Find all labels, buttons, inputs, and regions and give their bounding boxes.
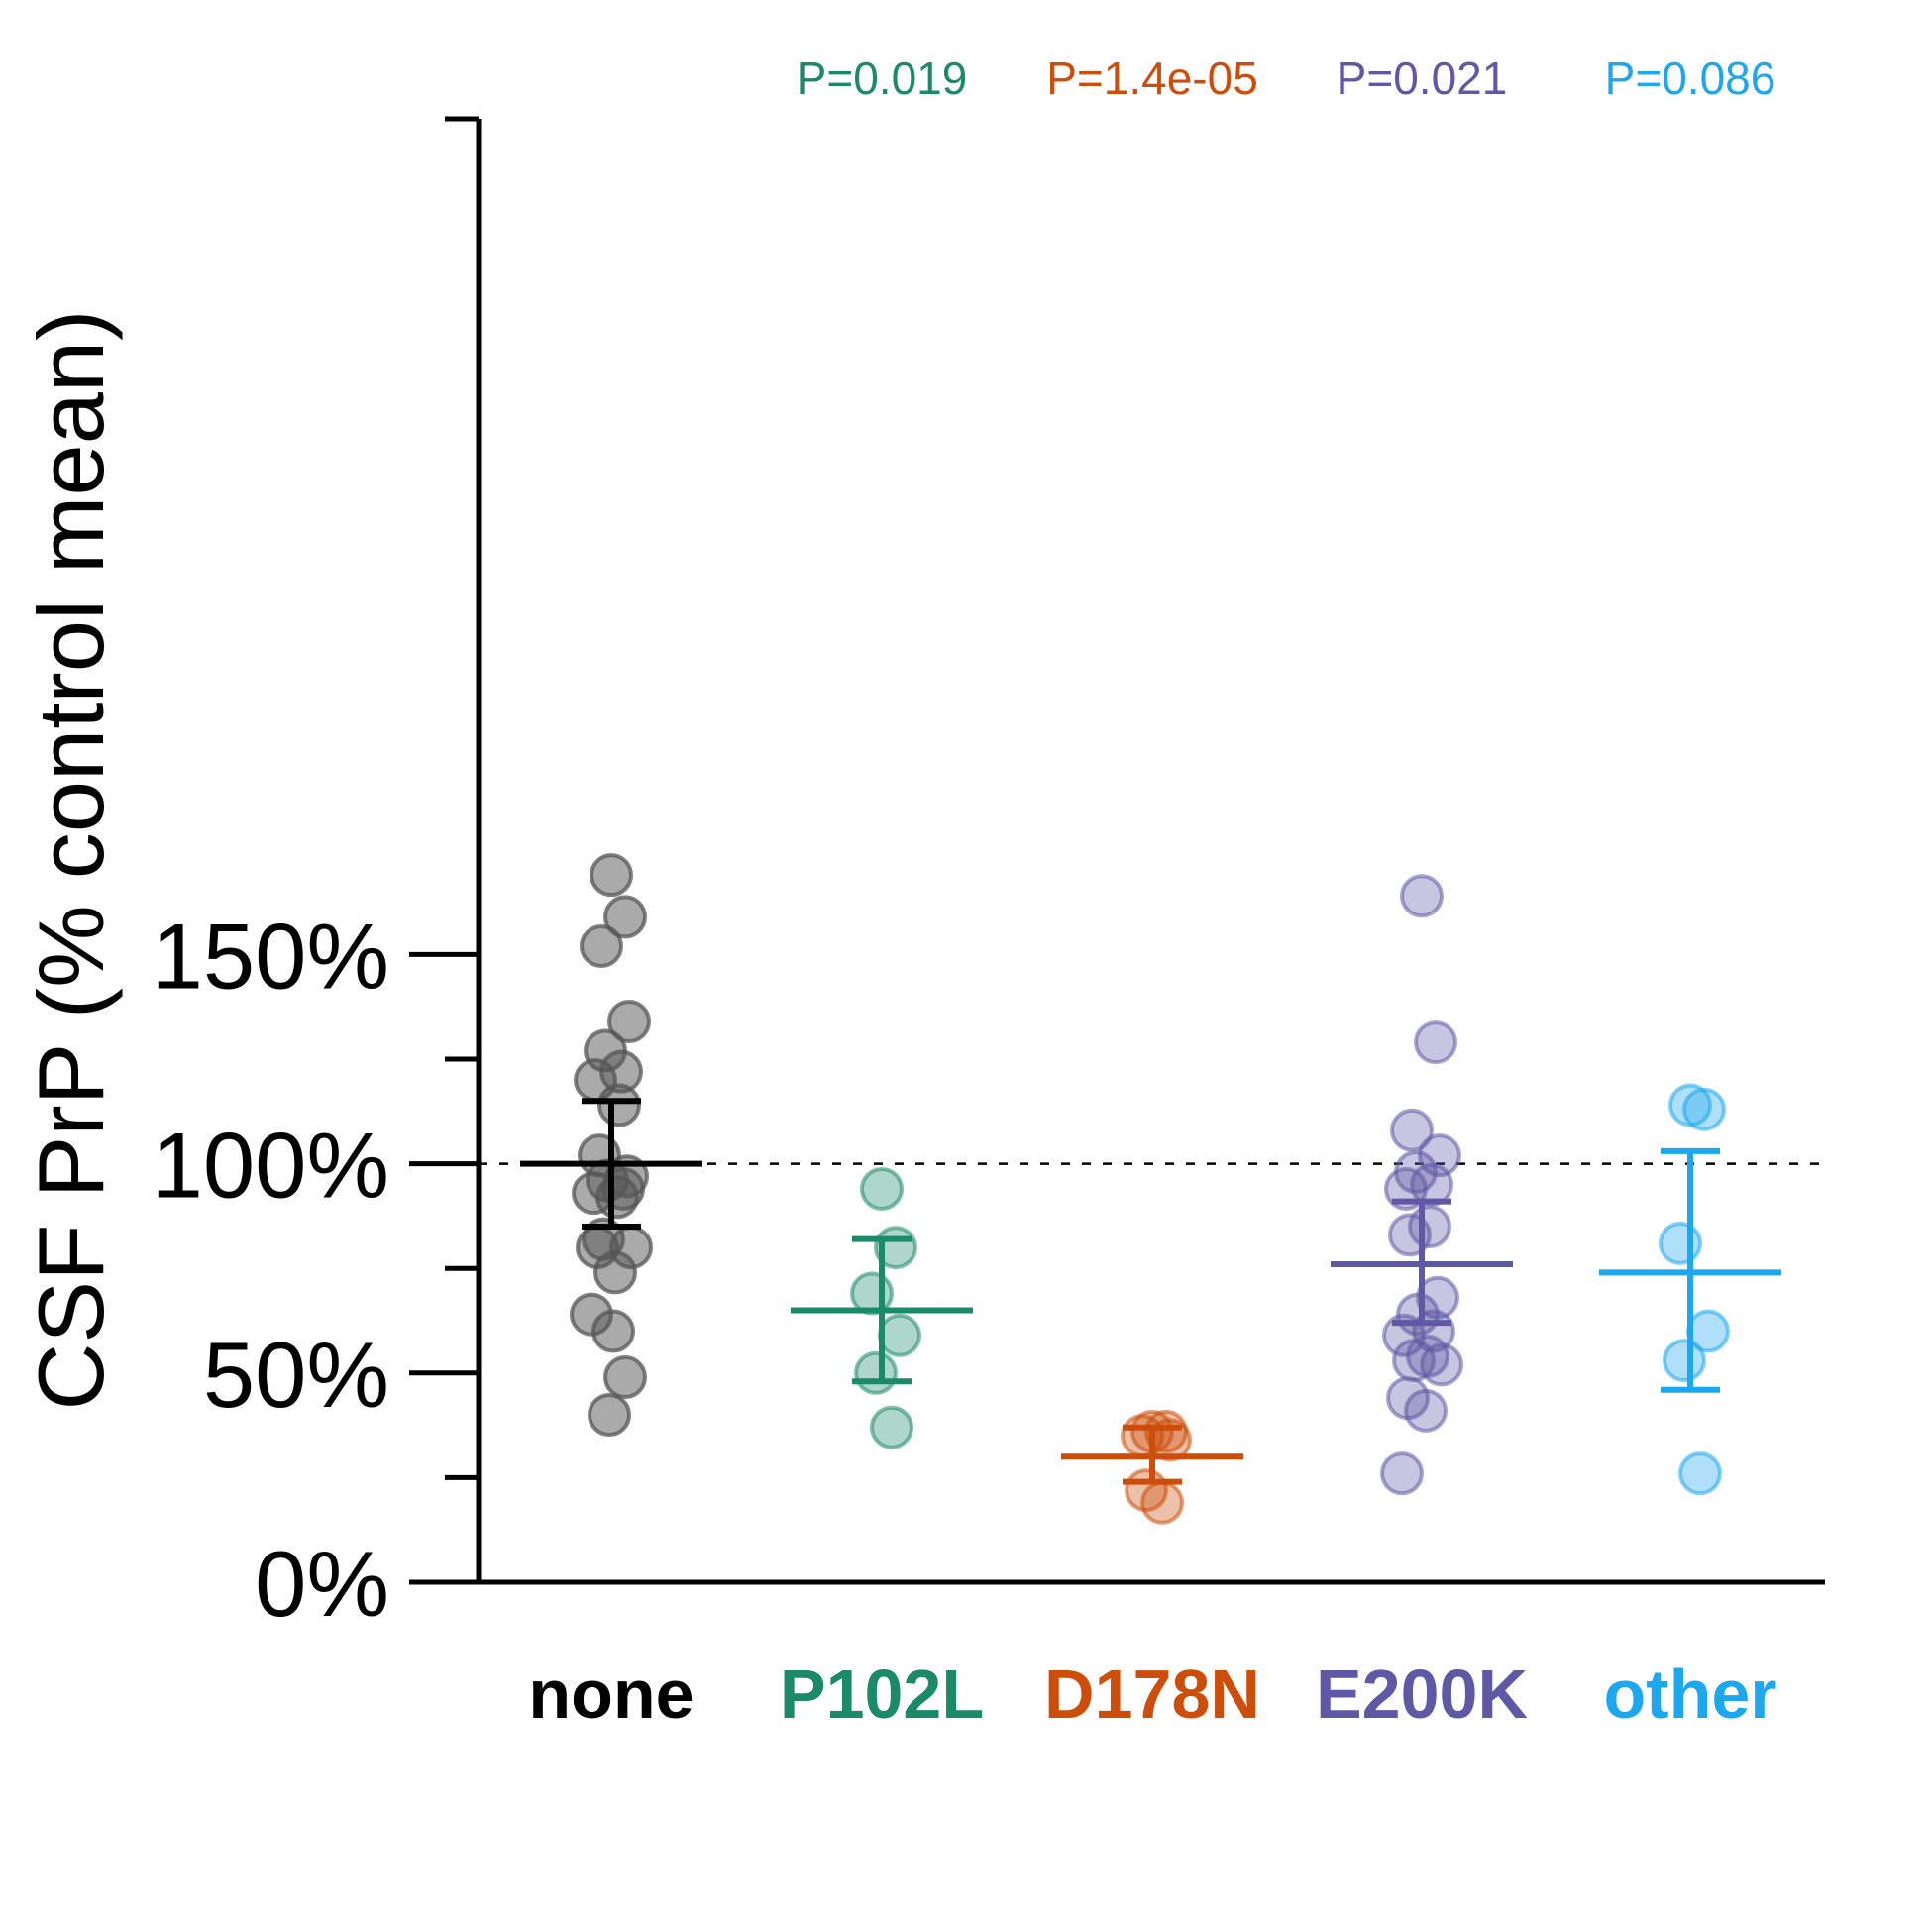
point-none	[591, 1309, 635, 1353]
point-e200k	[1400, 874, 1444, 918]
axes: 0% 50% 100% 150%	[152, 116, 1825, 1636]
p-value-e200k: P=0.021	[1337, 53, 1508, 104]
point-other	[1678, 1451, 1722, 1496]
point-p102l	[870, 1405, 913, 1449]
point-p102l	[860, 1166, 904, 1211]
point-none	[595, 1175, 639, 1220]
point-e200k	[1404, 1388, 1448, 1433]
category-label-e200k: E200K	[1316, 1656, 1528, 1733]
point-none	[603, 895, 647, 939]
y-tick-label: 50%	[203, 1323, 389, 1427]
y-tick-label: 150%	[152, 904, 389, 1008]
points-group	[570, 853, 1730, 1525]
point-none	[597, 1083, 641, 1127]
point-other	[1663, 1339, 1706, 1383]
y-tick-label: 0%	[255, 1532, 389, 1636]
point-e200k	[1414, 1020, 1457, 1065]
point-e200k	[1420, 1342, 1463, 1387]
p-value-d178n: P=1.4e-05	[1046, 53, 1258, 104]
point-none	[603, 1355, 647, 1400]
point-p102l	[854, 1350, 898, 1395]
point-other	[1682, 1087, 1726, 1131]
point-none	[593, 1250, 637, 1295]
point-none	[590, 853, 633, 898]
point-other	[1659, 1221, 1702, 1265]
y-tick-label: 100%	[152, 1114, 389, 1218]
error-bars-group	[520, 1098, 1781, 1485]
point-d178n	[1140, 1480, 1184, 1525]
category-label-none: none	[528, 1656, 694, 1733]
p-value-other: P=0.086	[1605, 53, 1776, 104]
category-label-other: other	[1604, 1656, 1777, 1733]
point-none	[607, 999, 651, 1043]
category-label-d178n: D178N	[1044, 1656, 1260, 1733]
category-label-p102l: P102L	[780, 1656, 984, 1733]
point-e200k	[1380, 1451, 1424, 1496]
point-p102l	[878, 1313, 921, 1357]
point-none	[588, 1393, 631, 1438]
p-value-p102l: P=0.019	[797, 53, 968, 104]
labels-group: none P102L P=0.019 D178N P=1.4e-05 E200K P=0.0…	[528, 53, 1776, 1733]
point-none	[580, 923, 623, 968]
point-e200k	[1390, 1108, 1434, 1152]
y-axis-label: CSF PrP (% control mean)	[19, 310, 123, 1411]
